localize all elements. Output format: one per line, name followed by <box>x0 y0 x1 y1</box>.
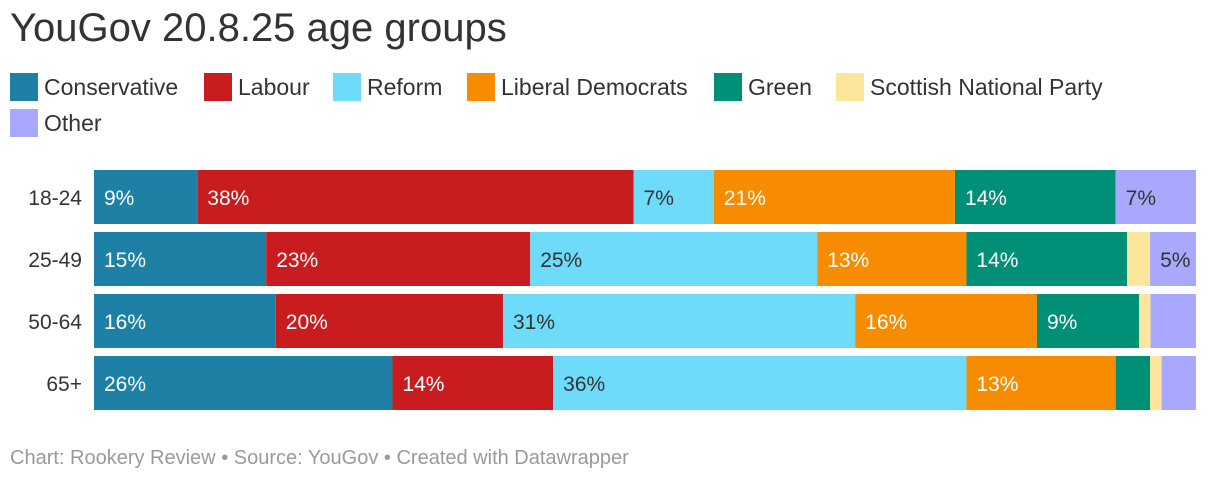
legend-swatch <box>10 109 38 137</box>
bar-segment-65-scottish-national-party <box>1150 356 1162 410</box>
data-label-50-64-liberal-democrats: 16% <box>865 311 907 334</box>
legend-swatch <box>467 73 495 101</box>
legend-swatch <box>714 73 742 101</box>
data-label-18-24-green: 14% <box>965 187 1007 210</box>
legend-item-conservative: Conservative <box>10 72 178 102</box>
legend-label: Green <box>748 73 812 100</box>
bar-segment-65-conservative <box>94 356 393 410</box>
footer-separator: • <box>383 447 391 469</box>
data-label-25-49-labour: 23% <box>276 249 318 272</box>
legend-label: Other <box>44 109 102 136</box>
data-label-25-49-liberal-democrats: 13% <box>827 249 869 272</box>
data-label-50-64-reform: 31% <box>513 311 555 334</box>
bar-segment-65-green <box>1115 356 1151 410</box>
legend-swatch <box>836 73 864 101</box>
bar-segment-50-64-scottish-national-party <box>1139 294 1151 348</box>
bar-segment-50-64-green <box>1036 294 1140 348</box>
data-label-25-49-green: 14% <box>976 249 1018 272</box>
footer-source: Source: YouGov <box>233 447 379 469</box>
legend-item-liberal-democrats: Liberal Democrats <box>467 72 688 102</box>
bar-segment-65-reform <box>553 356 967 410</box>
data-label-18-24-liberal-democrats: 21% <box>724 187 766 210</box>
bar-segment-50-64-labour <box>275 294 503 348</box>
bar-segment-25-49-green <box>966 232 1128 286</box>
data-label-50-64-green: 9% <box>1047 311 1077 334</box>
category-label-65: 65+ <box>46 373 82 396</box>
legend-item-reform: Reform <box>333 72 442 102</box>
data-label-50-64-labour: 20% <box>286 311 328 334</box>
data-label-65-conservative: 26% <box>104 373 146 396</box>
legend-item-labour: Labour <box>204 72 310 102</box>
bar-segment-65-labour <box>392 356 554 410</box>
category-label-25-49: 25-49 <box>28 249 82 272</box>
bar-segment-18-24-reform <box>633 170 714 224</box>
data-label-18-24-labour: 38% <box>207 187 249 210</box>
chart-footer: Chart: Rookery Review • Source: YouGov •… <box>10 447 629 470</box>
legend-item-green: Green <box>714 72 812 102</box>
legend-swatch <box>10 73 38 101</box>
legend-swatch <box>204 73 232 101</box>
bar-segment-18-24-liberal-democrats <box>713 170 955 224</box>
data-label-18-24-conservative: 9% <box>104 187 134 210</box>
bar-segment-25-49-conservative <box>94 232 267 286</box>
legend-item-other: Other <box>10 108 102 138</box>
bar-segment-18-24-conservative <box>94 170 198 224</box>
data-label-18-24-other: 7% <box>1126 187 1156 210</box>
category-label-18-24: 18-24 <box>28 187 82 210</box>
bar-segment-18-24-green <box>954 170 1116 224</box>
footer-credit: Created with Datawrapper <box>396 447 629 469</box>
bar-segment-50-64-other <box>1150 294 1196 348</box>
legend-label: Liberal Democrats <box>501 73 688 100</box>
data-label-25-49-conservative: 15% <box>104 249 146 272</box>
footer-separator: • <box>221 447 229 469</box>
footer-chart-label: Chart: Rookery Review <box>10 447 216 469</box>
data-label-25-49-reform: 25% <box>540 249 582 272</box>
data-label-18-24-reform: 7% <box>644 187 674 210</box>
bar-segment-50-64-conservative <box>94 294 276 348</box>
stacked-bar-chart: 18-24 9% 38% 7% 21% 14% 7% 25-49 15% 23% 25% 13% 14%… <box>28 170 1196 410</box>
legend-label: Conservative <box>44 73 179 100</box>
bar-segment-50-64-liberal-democrats <box>855 294 1037 348</box>
bar-segment-25-49-scottish-national-party <box>1127 232 1151 286</box>
bar-segment-18-24-other <box>1115 170 1196 224</box>
data-label-65-liberal-democrats: 13% <box>976 373 1018 396</box>
bar-segment-18-24-labour <box>197 170 634 224</box>
bar-segment-25-49-labour <box>266 232 531 286</box>
legend-label: Reform <box>367 73 443 100</box>
bar-segment-65-other <box>1161 356 1196 410</box>
bar-segment-25-49-liberal-democrats <box>817 232 967 286</box>
data-label-50-64-conservative: 16% <box>104 311 146 334</box>
category-label-50-64: 50-64 <box>28 311 82 334</box>
legend-swatch <box>333 73 361 101</box>
data-label-65-reform: 36% <box>563 373 605 396</box>
legend-label: Scottish National Party <box>870 73 1103 100</box>
legend-item-scottish-national-party: Scottish National Party <box>836 72 1103 102</box>
legend-label: Labour <box>238 73 310 100</box>
data-label-65-labour: 14% <box>402 373 444 396</box>
bar-segment-65-liberal-democrats <box>966 356 1116 410</box>
bar-segment-25-49-other <box>1150 232 1196 286</box>
bar-segment-25-49-reform <box>530 232 818 286</box>
data-label-25-49-other: 5% <box>1160 249 1190 272</box>
chart-title: YouGov 20.8.25 age groups <box>10 6 507 50</box>
bar-segment-50-64-reform <box>502 294 856 348</box>
